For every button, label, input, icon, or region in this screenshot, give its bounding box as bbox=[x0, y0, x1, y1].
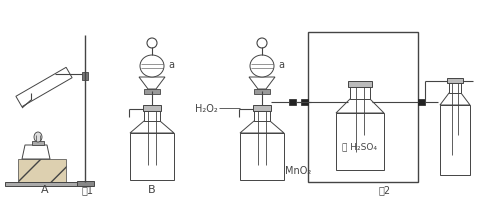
Polygon shape bbox=[24, 73, 64, 102]
Ellipse shape bbox=[34, 132, 42, 142]
Polygon shape bbox=[335, 100, 383, 113]
Text: a: a bbox=[167, 60, 174, 70]
Bar bbox=[335, 113, 383, 170]
Bar bbox=[254, 111, 270, 121]
Bar bbox=[440, 144, 468, 174]
Bar bbox=[5, 182, 91, 186]
Bar bbox=[251, 62, 272, 72]
Bar bbox=[307, 33, 417, 182]
Bar bbox=[336, 131, 382, 169]
Text: a: a bbox=[277, 60, 284, 70]
Bar bbox=[131, 144, 173, 152]
Bar bbox=[240, 133, 284, 180]
Polygon shape bbox=[22, 145, 50, 159]
Bar bbox=[82, 73, 88, 81]
Bar bbox=[446, 79, 462, 84]
Ellipse shape bbox=[140, 56, 164, 78]
Bar bbox=[144, 90, 160, 95]
Text: H₂O₂: H₂O₂ bbox=[195, 103, 217, 113]
Bar bbox=[301, 100, 307, 105]
Bar bbox=[253, 105, 271, 111]
Bar bbox=[144, 111, 160, 121]
Bar bbox=[288, 100, 295, 105]
Bar bbox=[254, 90, 270, 95]
Polygon shape bbox=[16, 68, 72, 107]
Text: 浓 H₂SO₄: 浓 H₂SO₄ bbox=[342, 142, 377, 151]
Polygon shape bbox=[130, 121, 174, 133]
Bar bbox=[130, 133, 174, 180]
Text: A: A bbox=[41, 184, 49, 194]
Text: 图1: 图1 bbox=[82, 184, 94, 194]
Bar bbox=[141, 62, 163, 72]
Polygon shape bbox=[240, 121, 284, 133]
Bar bbox=[18, 159, 66, 182]
Bar bbox=[143, 105, 161, 111]
Bar bbox=[32, 141, 44, 145]
Bar bbox=[348, 82, 371, 88]
Bar bbox=[131, 151, 173, 179]
Bar bbox=[77, 181, 94, 186]
Bar bbox=[241, 151, 283, 179]
Text: 图2: 图2 bbox=[378, 184, 390, 194]
Ellipse shape bbox=[249, 56, 273, 78]
Polygon shape bbox=[248, 78, 274, 90]
Bar bbox=[439, 105, 469, 175]
Text: MnO₂: MnO₂ bbox=[285, 165, 311, 175]
Text: B: B bbox=[148, 184, 155, 194]
Polygon shape bbox=[139, 78, 165, 90]
Bar bbox=[241, 144, 283, 152]
Bar bbox=[417, 100, 424, 105]
Bar bbox=[448, 84, 460, 94]
Polygon shape bbox=[439, 94, 469, 105]
Bar bbox=[349, 88, 369, 100]
